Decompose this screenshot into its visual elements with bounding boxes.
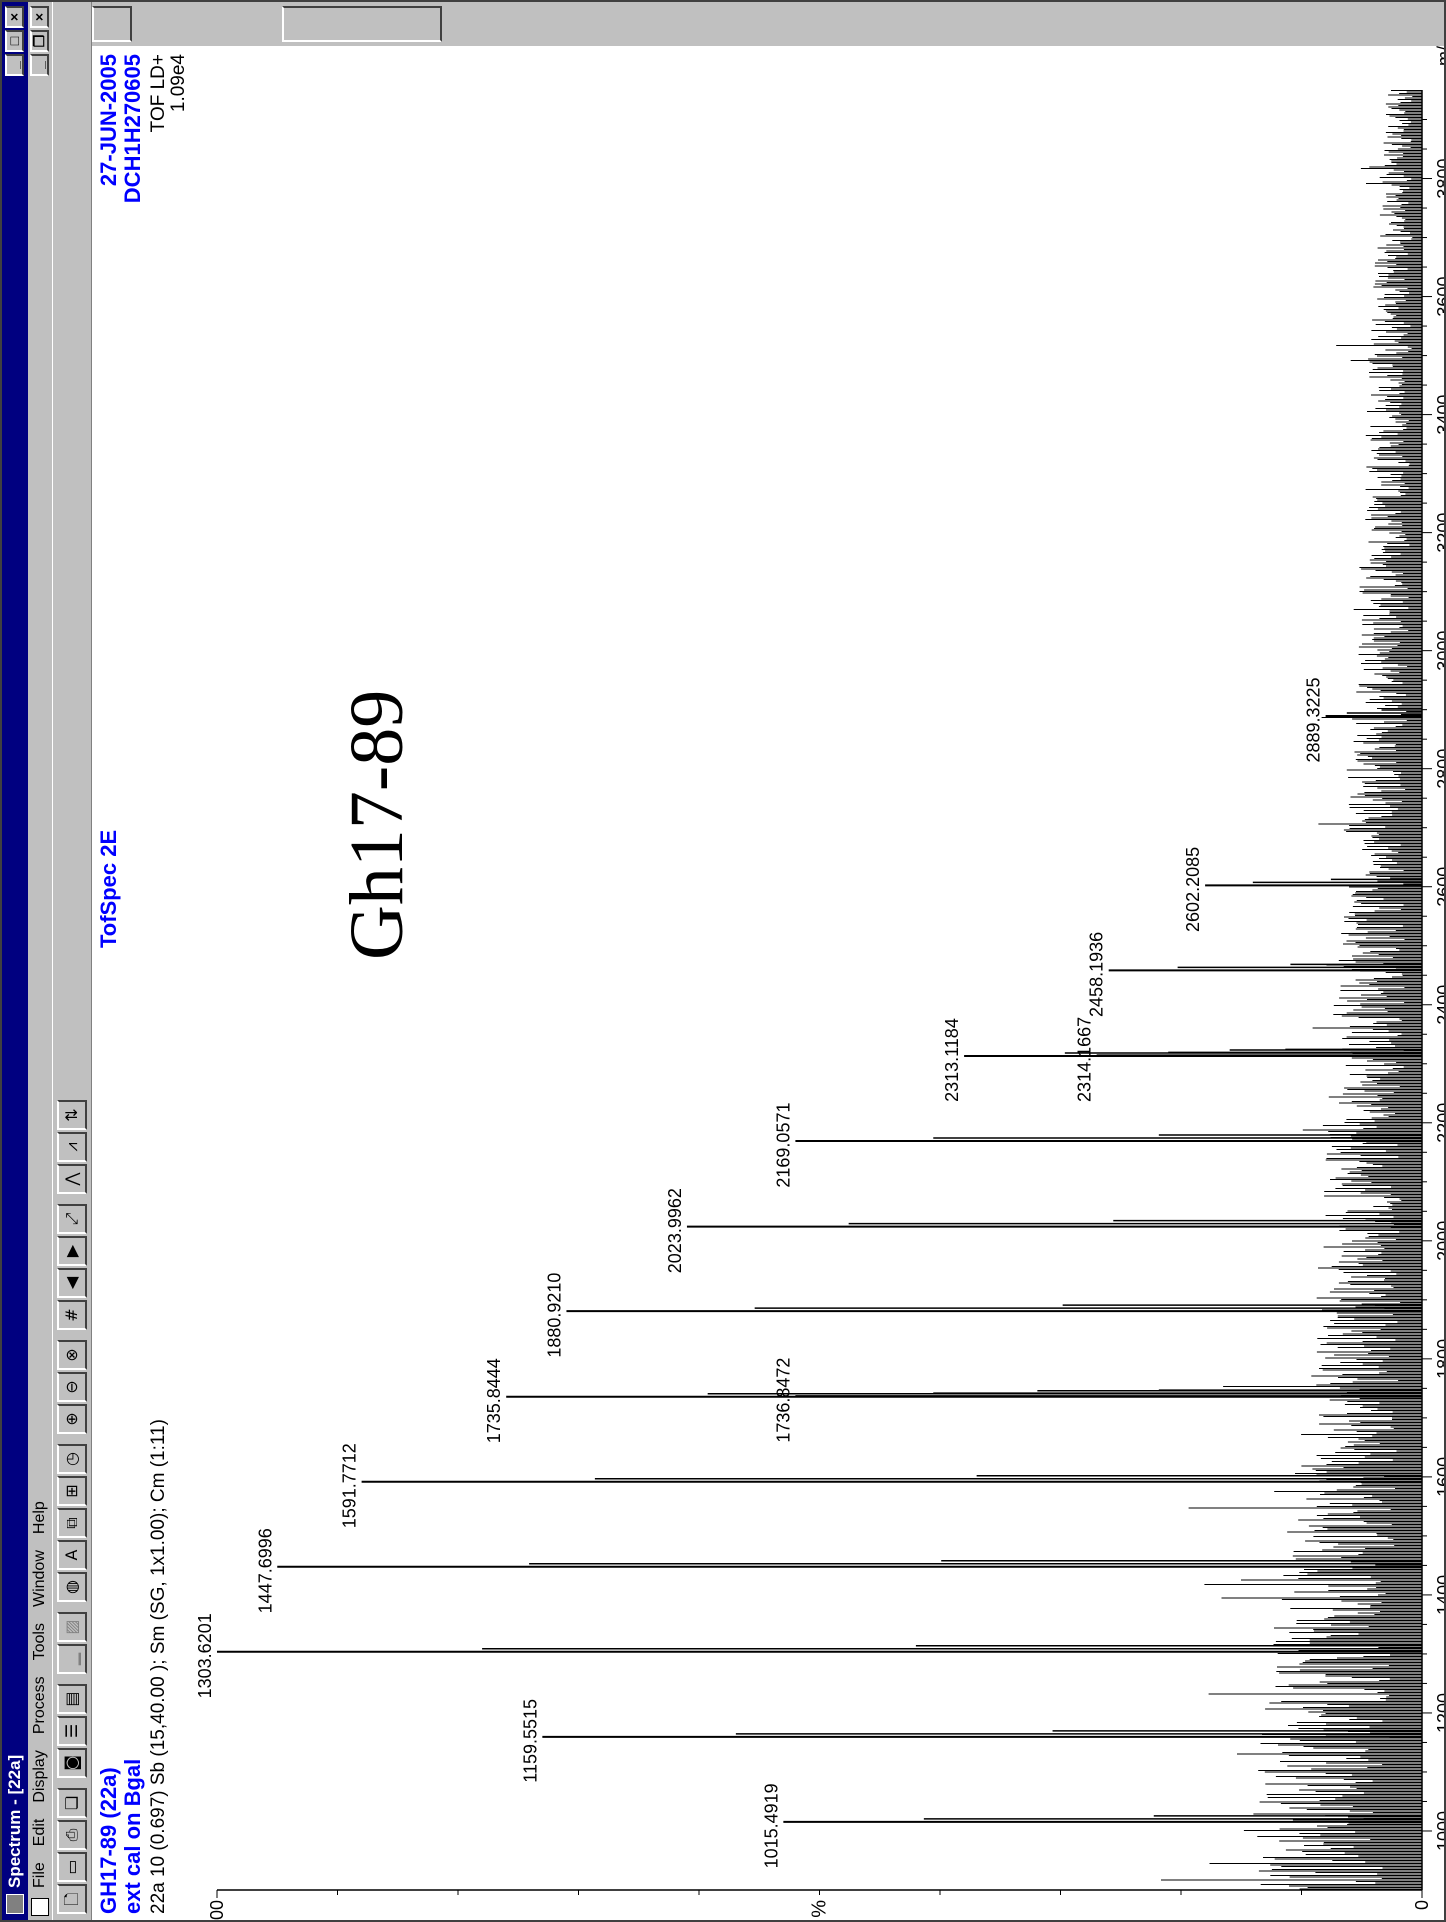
x-tick-label: 1400 <box>1434 1575 1444 1615</box>
zoom-in-icon[interactable]: ⊕ <box>57 1404 87 1434</box>
document-icon[interactable] <box>31 1898 49 1916</box>
x-tick-label: 3000 <box>1434 631 1444 671</box>
globe-icon[interactable]: ◍ <box>57 1572 87 1602</box>
spectrum-chart[interactable]: GH17-89 (22a) ext cal on Bgal 22a 10 (0.… <box>92 37 1446 1922</box>
menu-edit[interactable]: Edit <box>31 1818 48 1847</box>
peak-label: 2169.0571 <box>773 1103 793 1188</box>
window-icon[interactable]: ⧉ <box>57 1508 87 1538</box>
x-tick-label: 3200 <box>1434 513 1444 553</box>
peak-label: 2023.9962 <box>665 1188 685 1273</box>
export-icon[interactable]: ▤ <box>57 1684 87 1714</box>
mode-label: TOF LD+ <box>148 54 169 132</box>
chart-b-icon[interactable]: ⩘ <box>57 1132 87 1162</box>
scroll-thumb[interactable] <box>282 6 442 42</box>
zoom-reset-icon[interactable]: ⊗ <box>57 1340 87 1370</box>
peak-label: 1736.8472 <box>773 1358 793 1443</box>
window-title: Spectrum - [22a] <box>5 1754 24 1888</box>
process-info: 22a 10 (0.697) Sb (15,40.00 ); Sm (SG, 1… <box>148 1419 169 1914</box>
new-icon[interactable]: 🗋 <box>57 1884 87 1914</box>
fit-icon[interactable]: ⤢ <box>57 1204 87 1234</box>
menu-bar: File Edit Display Process Tools Window H… <box>28 2 52 1920</box>
x-axis-label: m/z <box>1434 44 1444 66</box>
x-tick-label: 2600 <box>1434 867 1444 907</box>
disabled-b-icon: ▨ <box>57 1612 87 1642</box>
noise-trace <box>1161 90 1422 1890</box>
title-bar: Spectrum - [22a] _ □ × <box>2 2 28 1920</box>
date-label: 27-JUN-2005 <box>96 54 121 186</box>
peak-label: 2458.1936 <box>1087 932 1107 1017</box>
x-tick-label: 1600 <box>1434 1457 1444 1497</box>
x-tick-label: 1000 <box>1434 1811 1444 1851</box>
peak-labels: 1015.4919 1159.5515 1303.6201 1447.6996 1591… <box>195 677 1324 1868</box>
menu-display[interactable]: Display <box>31 1750 48 1803</box>
x-tick-label: 2000 <box>1434 1221 1444 1261</box>
scroll-up-icon[interactable] <box>92 6 132 42</box>
text-icon[interactable]: A <box>57 1540 87 1570</box>
tree-icon[interactable]: ⊞ <box>57 1476 87 1506</box>
x-tick-label: 3400 <box>1434 395 1444 435</box>
clock-icon[interactable]: ◷ <box>57 1444 87 1474</box>
list-icon[interactable]: ☰ <box>57 1716 87 1746</box>
annotation-text: Gh17-89 <box>335 690 419 960</box>
toolbar: 🗋 ▭ ⎙ ❏ ◙ ☰ ▤ ▁ ▨ ◍ A ⧉ ⊞ ◷ ⊕ ⊖ ⊗ # ◀ ▶ … <box>52 2 92 1920</box>
peak-label: 1735.8444 <box>484 1358 504 1443</box>
mdi-restore-icon[interactable]: ❐ <box>30 30 49 52</box>
peak-label: 2602.2085 <box>1183 847 1203 932</box>
x-tick-label: 1800 <box>1434 1339 1444 1379</box>
peak-label: 2313.1184 <box>942 1018 962 1102</box>
noise-path <box>1161 90 1422 1890</box>
peak-label: 1015.4919 <box>761 1783 781 1868</box>
axes: 1000120014001600180020002200240026002800… <box>207 37 1446 1922</box>
app-icon <box>6 1894 24 1914</box>
chart-a-icon[interactable]: ⋀ <box>57 1164 87 1194</box>
x-tick-label: 3800 <box>1434 159 1444 199</box>
mdi-minimize-icon[interactable]: _ <box>30 54 49 76</box>
zoom-out-icon[interactable]: ⊖ <box>57 1372 87 1402</box>
menu-file[interactable]: File <box>31 1862 48 1888</box>
peak-icon[interactable]: # <box>57 1300 87 1330</box>
menu-tools[interactable]: Tools <box>31 1623 48 1661</box>
x-tick-label: 3600 <box>1434 277 1444 317</box>
mdi-close-icon[interactable]: × <box>30 6 49 28</box>
calibration-label: ext cal on Bgal <box>120 1759 145 1914</box>
file-label: DCH1H270605 <box>120 54 145 203</box>
instrument-label: TofSpec 2E <box>96 830 121 948</box>
copy-icon[interactable]: ❏ <box>57 1788 87 1818</box>
x-tick-label: 2800 <box>1434 749 1444 789</box>
y-tick-label: 0 <box>1412 1900 1432 1910</box>
x-tick-label: 2200 <box>1434 1103 1444 1143</box>
camera-icon[interactable]: ◙ <box>57 1748 87 1778</box>
x-tick-label: 1200 <box>1434 1693 1444 1733</box>
peak-label: 1159.5515 <box>520 1699 540 1783</box>
minimize-icon[interactable]: _ <box>5 54 24 76</box>
maximize-icon[interactable]: □ <box>5 30 24 52</box>
disabled-a-icon: ▁ <box>57 1644 87 1674</box>
peak-label: 1447.6996 <box>255 1528 275 1613</box>
y-tick-label: 100 <box>207 1900 227 1920</box>
sample-label: GH17-89 (22a) <box>96 1767 121 1914</box>
chart-c-icon[interactable]: ⇅ <box>57 1100 87 1130</box>
menu-help[interactable]: Help <box>31 1501 48 1535</box>
peaks-layer <box>217 709 1422 1823</box>
arrow-down-icon[interactable]: ◀ <box>57 1268 87 1298</box>
arrow-up-icon[interactable]: ▶ <box>57 1236 87 1266</box>
peak-label: 2314.1667 <box>1075 1017 1095 1102</box>
print-icon[interactable]: ⎙ <box>57 1820 87 1850</box>
vertical-scrollbar[interactable] <box>92 2 1444 46</box>
open-icon[interactable]: ▭ <box>57 1852 87 1882</box>
menu-process[interactable]: Process <box>31 1676 48 1735</box>
peak-label: 2889.3225 <box>1304 677 1324 762</box>
peak-label: 1303.6201 <box>195 1613 215 1698</box>
y-axis-label: % <box>809 1900 831 1918</box>
peak-label: 1591.7712 <box>340 1443 360 1528</box>
plot-area[interactable]: GH17-89 (22a) ext cal on Bgal 22a 10 (0.… <box>92 37 1446 1922</box>
menu-window[interactable]: Window <box>31 1550 48 1608</box>
max-intensity-label: 1.09e4 <box>168 54 189 113</box>
x-tick-label: 2400 <box>1434 985 1444 1025</box>
close-icon[interactable]: × <box>5 6 24 28</box>
peak-label: 1880.9210 <box>544 1273 564 1358</box>
